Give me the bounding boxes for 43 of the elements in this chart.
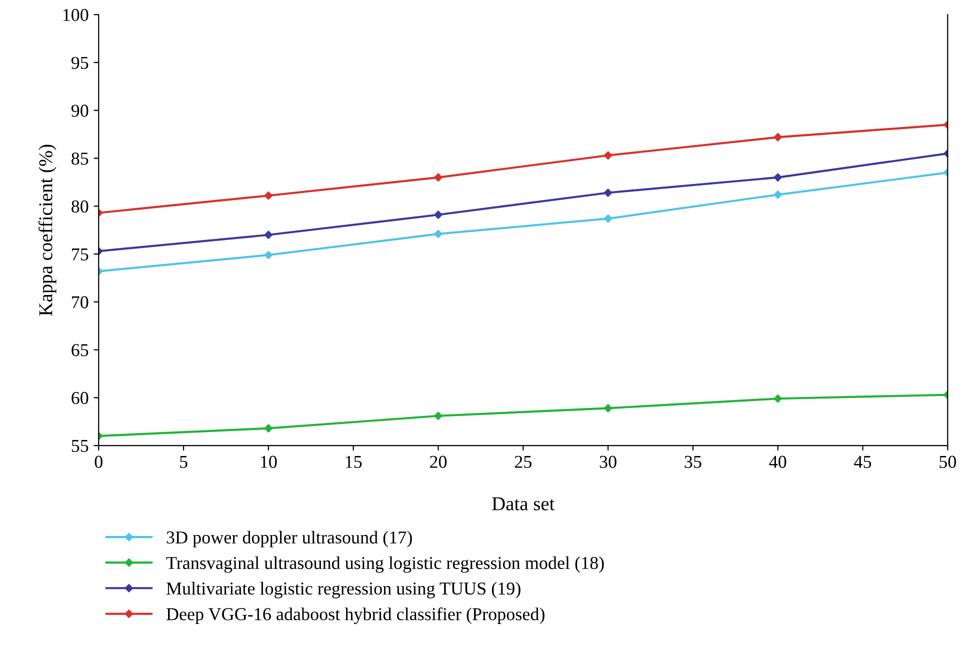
x-tick-label: 15 [346,456,362,468]
x-tick-label: 35 [684,456,702,468]
point [774,133,782,142]
y-tick-label: 95 [71,56,88,69]
x-tick-label: 25 [514,456,532,468]
y-tick-label: 65 [72,344,88,356]
point [774,173,782,182]
x-tick-label: 5 [180,456,188,468]
point [264,191,273,200]
x-tick-label: 40 [769,456,786,468]
y-tick-label: 100 [63,8,88,22]
point [434,173,442,182]
x-tick-label: 0 [94,456,102,468]
point [264,250,273,260]
x-tick-label: 30 [600,456,616,468]
x-tick-label: 50 [940,456,956,468]
point [604,404,612,412]
legend-label: Transvaginal ultrasound using logistic regression model (18) [166,556,604,573]
point [434,210,442,219]
point [774,394,782,403]
point [774,190,782,199]
x-tick-label: 45 [854,456,872,468]
x-tick-label: 20 [430,456,447,468]
y-tick-label: 85 [72,152,88,165]
y-tick-label: 55 [72,440,88,452]
y-tick-label: 70 [72,296,88,308]
y-tick-label: 90 [71,104,88,117]
point [434,230,442,238]
point [264,424,273,432]
point [604,214,612,223]
point [264,230,273,240]
x-axis-title: Data set [492,497,555,510]
legend-label: Multivariate logistic regression using TUUS (19) [166,582,520,598]
point [434,412,442,420]
y-tick-label: 80 [72,200,88,213]
point [604,188,612,197]
y-tick-label: 75 [72,248,88,260]
y-tick-label: 60 [72,392,88,404]
point [604,151,612,160]
x-tick-label: 10 [261,456,277,468]
y-axis-title: Kappa coefficient (%) [38,144,56,316]
legend-label: Deep VGG-16 adaboost hybrid classifier (Proposed) [166,607,544,624]
legend-label: 3D power doppler ultrasound (17) [166,530,412,548]
